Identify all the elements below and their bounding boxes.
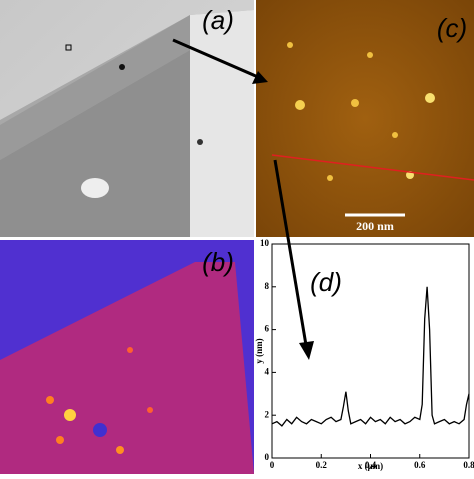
y-tick-label: 2 [265,409,270,419]
y-tick-label: 4 [265,366,270,376]
x-tick-label: 0.6 [414,460,426,470]
panel-label: (b) [202,247,234,277]
panel-label: (d) [310,267,342,297]
panel-c: 200 nm [256,0,474,237]
y-axis-label: y (nm) [254,338,264,363]
x-axis-label: x (μm) [358,461,383,471]
y-tick-label: 6 [265,324,270,334]
x-tick-label: 0 [270,460,275,470]
profile-line [271,286,470,427]
x-tick-label: 0.4 [365,460,377,470]
y-tick-label: 8 [265,281,270,291]
y-tick-label: 0 [265,452,270,462]
scale-bar-label: 200 nm [356,219,394,233]
panel-label: (c) [437,13,467,43]
y-tick-label: 10 [260,238,270,248]
x-tick-label: 0.8 [463,460,474,470]
panel-label: (a) [202,5,234,35]
x-tick-label: 0.2 [316,460,328,470]
plot: 0 2 4 6 8 10 0 0.2 0.4 0.6 0.8 x (μm) y (nm) [254,238,474,471]
panel-d [256,240,474,474]
panel-a [0,0,254,237]
panel-b [0,240,254,474]
